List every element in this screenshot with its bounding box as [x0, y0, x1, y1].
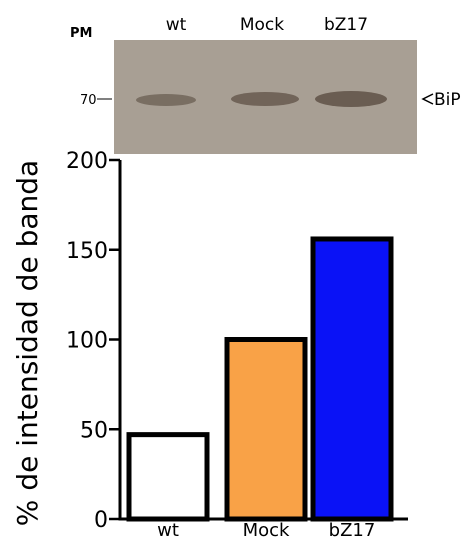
bar-mock — [224, 337, 308, 522]
y-tick-label: 0 — [94, 508, 108, 533]
x-tick-label-bz17: bZ17 — [329, 520, 376, 540]
pm-label: PM — [70, 26, 92, 41]
blot-band-bz17 — [315, 91, 387, 107]
blot-band-mock — [231, 92, 299, 106]
y-tick-label: 100 — [66, 329, 108, 354]
western-blot-panel: PM wt Mock bZ17 70 BiP — [70, 15, 461, 154]
x-tick-label-wt: wt — [157, 520, 179, 540]
y-tick-label: 150 — [66, 239, 108, 264]
marker-label: 70 — [80, 93, 97, 108]
blot-lane-label-bz17: bZ17 — [324, 15, 368, 35]
band-label: BiP — [434, 90, 461, 110]
bars — [126, 236, 394, 522]
x-tick-label-mock: Mock — [243, 520, 290, 540]
blot-lane-label-wt: wt — [166, 15, 187, 35]
y-axis-label: % de intensidad de banda — [11, 160, 44, 526]
x-tick-labels: wt Mock bZ17 — [157, 520, 375, 540]
y-tick-label: 200 — [66, 149, 108, 174]
bip-arrow-icon — [421, 93, 434, 105]
bar-chart: % de intensidad de banda 0 50 100 150 200 wt… — [11, 149, 408, 540]
bar-wt — [126, 432, 210, 522]
y-ticks: 0 50 100 150 200 — [66, 149, 120, 533]
blot-lane-label-mock: Mock — [240, 15, 284, 35]
bar-bz17 — [310, 236, 394, 522]
y-tick-label: 50 — [80, 418, 108, 443]
blot-band-wt — [136, 94, 196, 106]
